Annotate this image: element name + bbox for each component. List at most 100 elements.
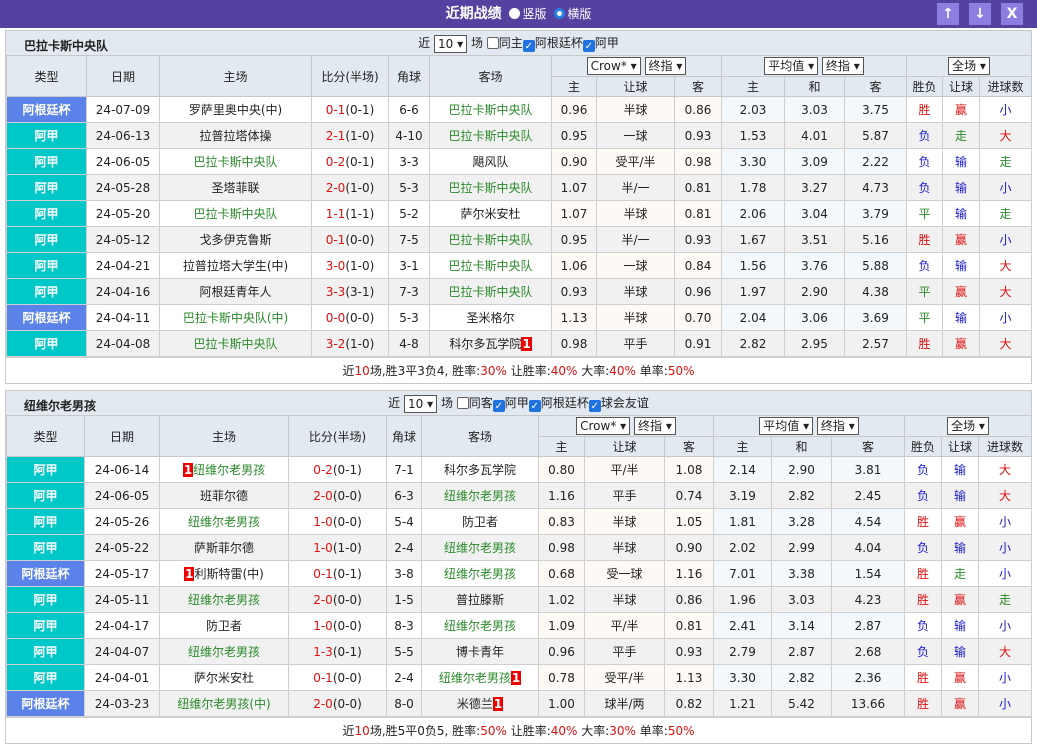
league-badge[interactable]: 阿甲 — [6, 456, 85, 483]
game-count-select[interactable]: 10 ▾ — [403, 394, 438, 413]
period-select[interactable]: 全场 ▾ — [947, 417, 989, 435]
move-down-button[interactable]: ↓ — [969, 3, 991, 25]
home-team[interactable]: 巴拉卡斯中央队 — [159, 330, 312, 357]
home-team[interactable]: 纽维尔老男孩 — [159, 586, 289, 613]
league-badge[interactable]: 阿根廷杯 — [6, 304, 87, 331]
home-team[interactable]: 班菲尔德 — [159, 482, 289, 509]
home-team[interactable]: 纽维尔老男孩(中) — [159, 690, 289, 717]
away-team[interactable]: 纽维尔老男孩 — [421, 612, 539, 639]
score[interactable]: 2-0(1-0) — [311, 174, 389, 201]
away-team[interactable]: 普拉滕斯 — [421, 586, 539, 613]
filter-checkbox[interactable]: ✓ 阿根廷杯 — [522, 36, 583, 52]
filter-checkbox[interactable]: 同主 — [486, 36, 523, 50]
close-button[interactable]: X — [1001, 3, 1023, 25]
away-team[interactable]: 飓风队 — [429, 148, 552, 175]
league-badge[interactable]: 阿根廷杯 — [6, 560, 85, 587]
score[interactable]: 2-0(0-0) — [288, 690, 387, 717]
score[interactable]: 1-1(1-1) — [311, 200, 389, 227]
score[interactable]: 3-0(1-0) — [311, 252, 389, 279]
home-team[interactable]: 圣塔菲联 — [159, 174, 312, 201]
filter-checkbox[interactable]: ✓ 阿根廷杯 — [528, 396, 589, 412]
home-team[interactable]: 萨尔米安杜 — [159, 664, 289, 691]
score[interactable]: 0-0(0-0) — [311, 304, 389, 331]
away-team[interactable]: 纽维尔老男孩1 — [421, 664, 539, 691]
home-team[interactable]: 拉普拉塔体操 — [159, 122, 312, 149]
league-badge[interactable]: 阿甲 — [6, 278, 87, 305]
league-badge[interactable]: 阿甲 — [6, 200, 87, 227]
home-team[interactable]: 纽维尔老男孩 — [159, 508, 289, 535]
home-team[interactable]: 罗萨里奥中央(中) — [159, 96, 312, 123]
odds-final-select[interactable]: 终指 ▾ — [821, 57, 864, 75]
score[interactable]: 1-3(0-1) — [288, 638, 387, 665]
home-team[interactable]: 阿根廷青年人 — [159, 278, 312, 305]
score[interactable]: 1-0(1-0) — [288, 534, 387, 561]
league-badge[interactable]: 阿根廷杯 — [6, 96, 87, 123]
home-team[interactable]: 1利斯特雷(中) — [159, 560, 289, 587]
away-team[interactable]: 纽维尔老男孩 — [421, 482, 539, 509]
odds-final-select[interactable]: 终指 ▾ — [816, 417, 859, 435]
league-badge[interactable]: 阿甲 — [6, 664, 85, 691]
score[interactable]: 0-1(0-1) — [311, 96, 389, 123]
filter-checkbox[interactable]: ✓ 球会友谊 — [588, 396, 649, 412]
home-team[interactable]: 拉普拉塔大学生(中) — [159, 252, 312, 279]
score[interactable]: 0-1(0-1) — [288, 560, 387, 587]
home-team[interactable]: 巴拉卡斯中央队 — [159, 148, 312, 175]
move-up-button[interactable]: ↑ — [937, 3, 959, 25]
away-team[interactable]: 巴拉卡斯中央队 — [429, 226, 552, 253]
filter-checkbox[interactable]: ✓ 阿甲 — [582, 36, 619, 52]
away-team[interactable]: 圣米格尔 — [429, 304, 552, 331]
filter-checkbox[interactable]: ✓ 阿甲 — [492, 396, 529, 412]
score[interactable]: 0-1(0-0) — [311, 226, 389, 253]
league-badge[interactable]: 阿甲 — [6, 122, 87, 149]
layout-horizontal-radio[interactable]: 横版 — [554, 7, 591, 21]
league-badge[interactable]: 阿甲 — [6, 148, 87, 175]
score[interactable]: 3-2(1-0) — [311, 330, 389, 357]
home-team[interactable]: 纽维尔老男孩 — [159, 638, 289, 665]
away-team[interactable]: 萨尔米安杜 — [429, 200, 552, 227]
away-team[interactable]: 纽维尔老男孩 — [421, 534, 539, 561]
away-team[interactable]: 巴拉卡斯中央队 — [429, 252, 552, 279]
avg-select[interactable]: 平均值 ▾ — [759, 417, 814, 435]
away-team[interactable]: 博卡青年 — [421, 638, 539, 665]
home-team[interactable]: 1纽维尔老男孩 — [159, 456, 289, 483]
score[interactable]: 3-3(3-1) — [311, 278, 389, 305]
home-team[interactable]: 防卫者 — [159, 612, 289, 639]
score[interactable]: 0-2(0-1) — [311, 148, 389, 175]
league-badge[interactable]: 阿甲 — [6, 612, 85, 639]
handicap-final-select[interactable]: 终指 ▾ — [644, 57, 687, 75]
score[interactable]: 2-0(0-0) — [288, 482, 387, 509]
company-select[interactable]: Crow* ▾ — [576, 417, 631, 435]
away-team[interactable]: 科尔多瓦学院 — [421, 456, 539, 483]
company-select[interactable]: Crow* ▾ — [586, 57, 641, 75]
away-team[interactable]: 巴拉卡斯中央队 — [429, 174, 552, 201]
away-team[interactable]: 科尔多瓦学院1 — [429, 330, 552, 357]
league-badge[interactable]: 阿甲 — [6, 226, 87, 253]
league-badge[interactable]: 阿甲 — [6, 534, 85, 561]
layout-vertical-radio[interactable]: 竖版 — [509, 7, 547, 21]
home-team[interactable]: 巴拉卡斯中央队(中) — [159, 304, 312, 331]
away-team[interactable]: 巴拉卡斯中央队 — [429, 122, 552, 149]
score[interactable]: 1-0(0-0) — [288, 508, 387, 535]
league-badge[interactable]: 阿甲 — [6, 638, 85, 665]
away-team[interactable]: 防卫者 — [421, 508, 539, 535]
filter-checkbox[interactable]: 同客 — [456, 396, 493, 410]
home-team[interactable]: 巴拉卡斯中央队 — [159, 200, 312, 227]
period-select[interactable]: 全场 ▾ — [948, 57, 990, 75]
away-team[interactable]: 巴拉卡斯中央队 — [429, 278, 552, 305]
away-team[interactable]: 纽维尔老男孩 — [421, 560, 539, 587]
league-badge[interactable]: 阿甲 — [6, 330, 87, 357]
away-team[interactable]: 米德兰1 — [421, 690, 539, 717]
league-badge[interactable]: 阿根廷杯 — [6, 690, 85, 717]
league-badge[interactable]: 阿甲 — [6, 508, 85, 535]
league-badge[interactable]: 阿甲 — [6, 482, 85, 509]
league-badge[interactable]: 阿甲 — [6, 174, 87, 201]
home-team[interactable]: 戈多伊克鲁斯 — [159, 226, 312, 253]
score[interactable]: 2-1(1-0) — [311, 122, 389, 149]
league-badge[interactable]: 阿甲 — [6, 252, 87, 279]
avg-select[interactable]: 平均值 ▾ — [764, 57, 819, 75]
home-team[interactable]: 萨斯菲尔德 — [159, 534, 289, 561]
score[interactable]: 1-0(0-0) — [288, 612, 387, 639]
handicap-final-select[interactable]: 终指 ▾ — [634, 417, 676, 435]
score[interactable]: 0-2(0-1) — [288, 456, 387, 483]
away-team[interactable]: 巴拉卡斯中央队 — [429, 96, 552, 123]
